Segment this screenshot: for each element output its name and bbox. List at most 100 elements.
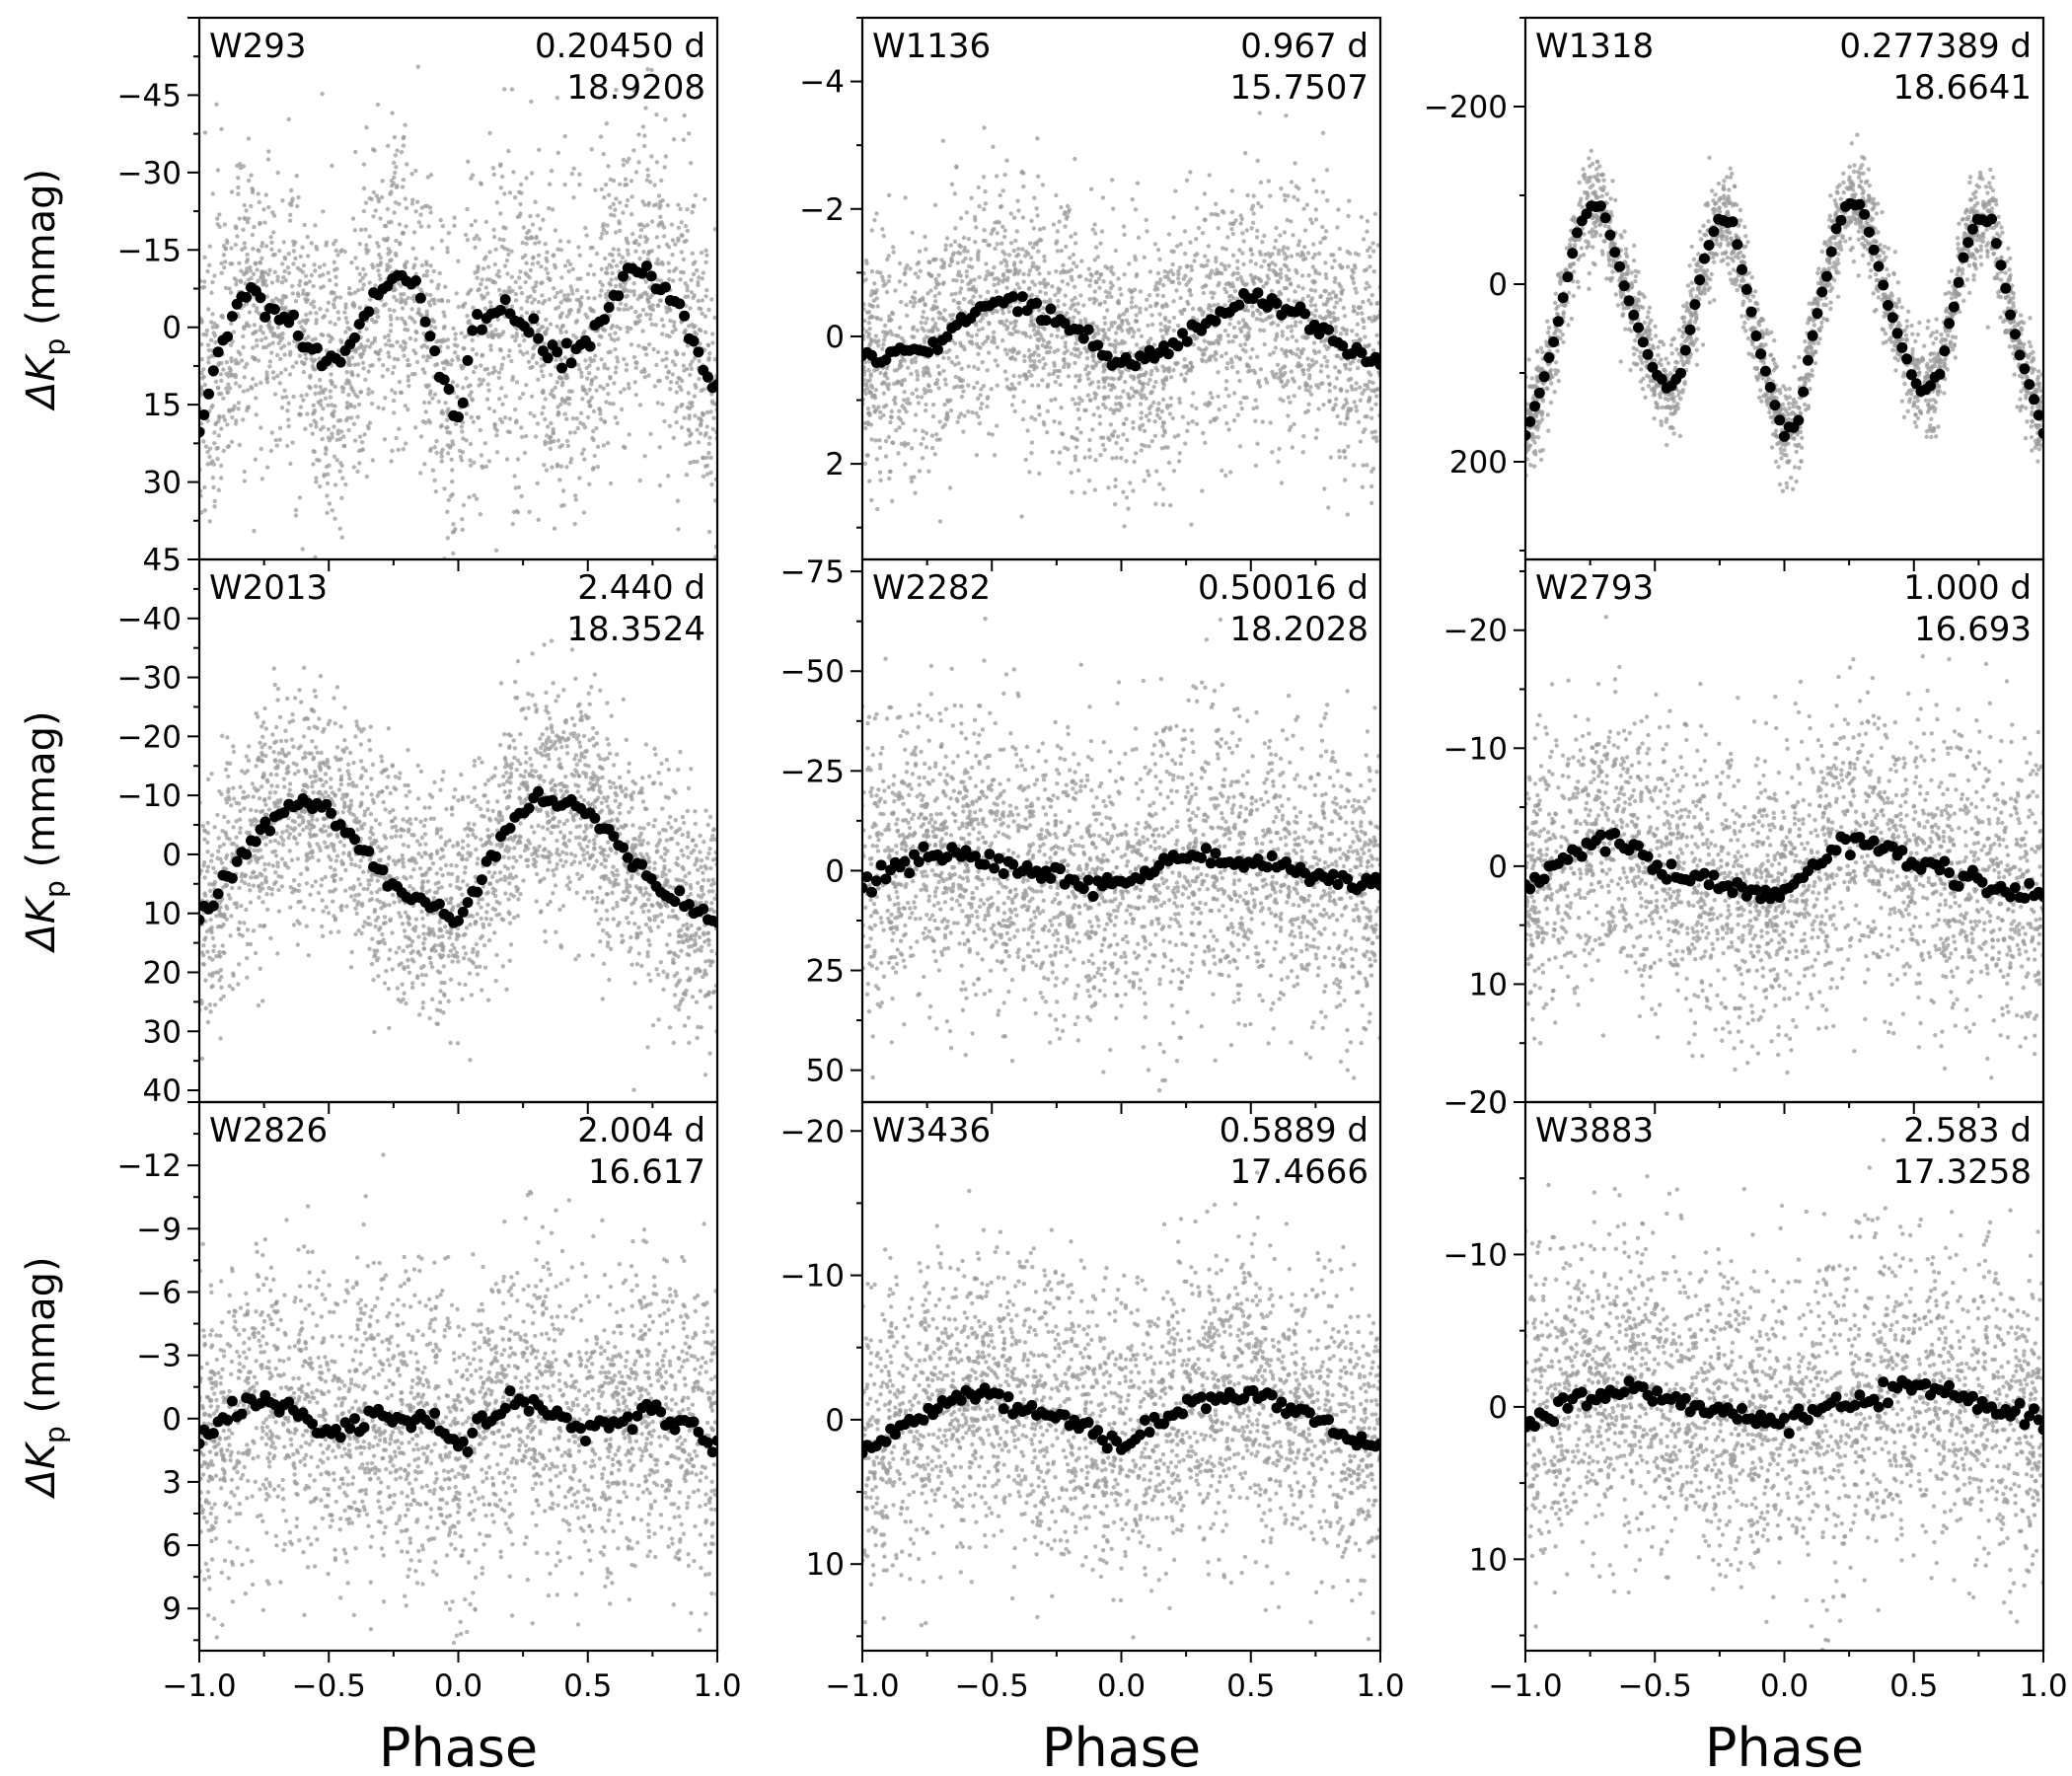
raw-point [706,450,711,456]
raw-point [229,358,234,364]
raw-point [281,275,286,280]
binned-points-W293 [199,260,717,438]
raw-point [685,207,690,212]
raw-point [579,370,584,375]
raw-point [268,235,273,240]
raw-point [604,270,609,275]
raw-point [990,339,995,344]
raw-point [429,278,434,284]
raw-point [623,177,629,182]
raw-point [363,377,368,382]
raw-point [279,280,285,285]
raw-point [1354,408,1360,413]
raw-point [567,261,573,267]
raw-point [690,251,695,256]
raw-point [391,398,397,404]
raw-point [361,208,367,214]
raw-point [553,294,557,300]
raw-point [452,529,457,534]
raw-point [565,443,570,449]
raw-point [1177,397,1182,402]
raw-point [286,401,291,406]
raw-point [1123,379,1128,385]
raw-point [649,249,654,254]
raw-point [474,496,480,501]
raw-point [862,461,868,467]
raw-point [654,235,659,240]
raw-point [666,474,671,479]
raw-point [625,325,629,331]
raw-point [632,380,637,385]
raw-point [401,178,407,183]
raw-point [625,197,630,203]
raw-point [1337,247,1343,252]
raw-point [421,331,426,336]
raw-point [1259,204,1264,209]
raw-point [558,300,563,305]
raw-point [1121,312,1127,317]
raw-point [1044,350,1050,355]
raw-point [1274,371,1279,377]
raw-point [282,268,287,274]
raw-point [692,293,697,298]
raw-point [355,373,361,378]
raw-point [520,434,525,439]
binned-point [499,294,511,306]
raw-point [529,394,535,399]
raw-point [599,357,604,362]
raw-point [444,417,450,422]
raw-point [240,247,245,253]
raw-point [342,443,347,449]
raw-point [275,274,280,279]
raw-point [461,436,466,441]
raw-point [279,305,284,310]
raw-point [953,226,958,231]
raw-point [282,388,287,393]
raw-point [1153,301,1159,306]
raw-point [1096,328,1101,333]
raw-point [1057,420,1063,425]
binned-point [711,379,717,391]
raw-point [381,407,386,411]
raw-point [888,469,893,475]
raw-point [896,451,901,456]
raw-point [431,319,437,325]
raw-point [1289,324,1295,329]
binned-point [222,331,234,342]
raw-point [943,243,948,248]
raw-point [1207,173,1213,178]
raw-point [319,332,324,337]
raw-point [1016,285,1022,290]
raw-point [902,390,907,395]
raw-point [899,299,904,305]
raw-point [1119,373,1124,379]
raw-point [317,264,323,269]
raw-point [1289,369,1295,374]
raw-point [495,317,500,322]
raw-point [1152,419,1157,424]
raw-point [393,251,399,257]
raw-point [1336,353,1341,359]
raw-point [519,425,524,430]
raw-point [564,373,569,378]
raw-point [509,274,515,279]
raw-point [467,494,472,500]
raw-point [514,334,519,339]
raw-point [1045,340,1051,345]
raw-point [663,154,668,159]
raw-point [1126,392,1131,397]
raw-point [335,253,340,258]
raw-point [1240,281,1246,286]
raw-point [1286,413,1291,418]
raw-point [1095,406,1101,410]
raw-point [1242,308,1247,313]
raw-point [680,233,685,238]
raw-point [1136,235,1142,241]
raw-point [581,388,586,393]
raw-point [886,387,891,392]
raw-point [906,365,911,370]
raw-point [1268,420,1273,425]
raw-point [552,438,556,444]
raw-point [1138,392,1143,397]
raw-point [948,243,953,248]
